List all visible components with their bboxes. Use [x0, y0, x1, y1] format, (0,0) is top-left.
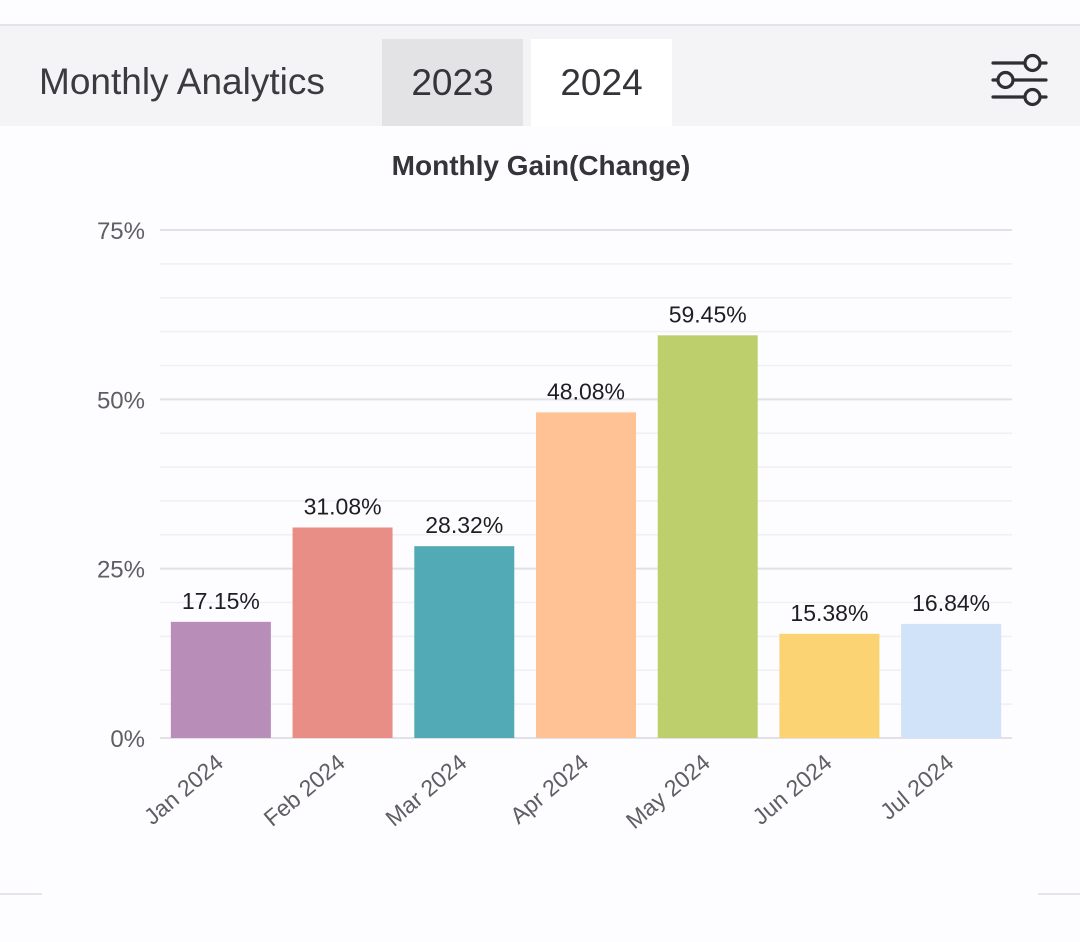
bar	[292, 527, 393, 738]
bottom-divider-right	[1038, 893, 1080, 895]
data-label: 28.32%	[425, 512, 503, 538]
bar	[657, 335, 758, 738]
filter-button[interactable]	[986, 50, 1052, 110]
bottom-divider-left	[0, 893, 42, 895]
y-tick-label: 50%	[97, 387, 145, 414]
y-tick-label: 75%	[97, 218, 145, 245]
x-tick-label: Jan 2024	[139, 749, 228, 830]
header-bar: Monthly Analytics 2023 2024	[0, 26, 1080, 126]
data-label: 48.08%	[547, 378, 625, 404]
tab-2023[interactable]: 2023	[382, 39, 523, 126]
bar	[536, 412, 636, 738]
x-tick-label: Jul 2024	[875, 749, 958, 825]
y-tick-label: 25%	[97, 557, 145, 584]
tab-2024[interactable]: 2024	[531, 39, 672, 126]
data-label: 16.84%	[912, 590, 990, 616]
bar	[170, 621, 271, 738]
x-tick-label: Feb 2024	[259, 749, 350, 832]
bar	[414, 546, 515, 738]
data-label: 31.08%	[304, 493, 382, 519]
data-label: 15.38%	[790, 600, 868, 626]
chart-title: Monthly Gain(Change)	[391, 150, 691, 181]
data-label: 59.45%	[669, 301, 747, 327]
x-tick-label: May 2024	[621, 749, 715, 834]
app-title: Monthly Analytics	[39, 61, 325, 102]
x-tick-label: Apr 2024	[505, 749, 593, 829]
x-tick-label: Jun 2024	[747, 749, 836, 830]
x-tick-label: Mar 2024	[380, 749, 471, 832]
y-tick-label: 0%	[110, 726, 145, 753]
bar	[779, 633, 880, 738]
data-label: 17.15%	[182, 588, 260, 614]
top-divider	[0, 24, 1080, 26]
sliders-icon	[991, 53, 1048, 107]
bar	[901, 623, 1002, 738]
